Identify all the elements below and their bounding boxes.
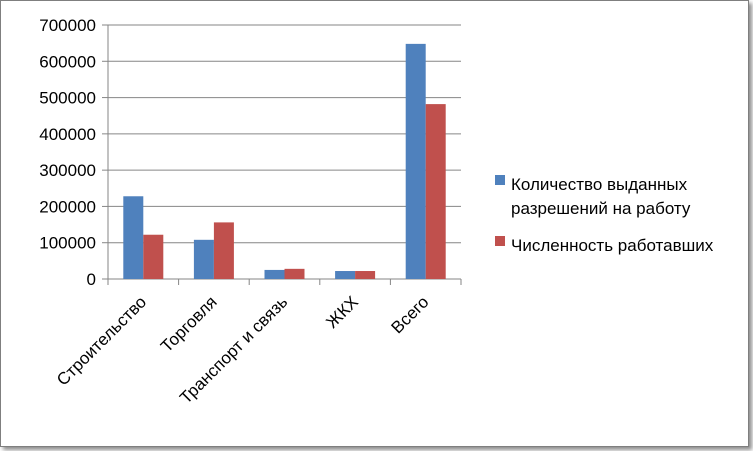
y-tick-label: 200000	[39, 197, 96, 216]
legend: Количество выданных разрешений на работу Ч…	[495, 175, 714, 255]
y-tick-label: 0	[87, 270, 96, 289]
bar-permits-1	[193, 239, 214, 279]
legend-label: разрешений на работу	[511, 199, 691, 218]
y-tick-label: 700000	[39, 16, 96, 35]
bar-workers-4	[425, 104, 446, 279]
bar-workers-1	[213, 222, 234, 279]
legend-label: Численность работавших	[511, 236, 714, 255]
y-tick-label: 400000	[39, 125, 96, 144]
gridlines	[108, 24, 461, 244]
x-category-label: Строительство	[53, 292, 150, 389]
bar-permits-3	[335, 271, 356, 279]
bar-permits-2	[264, 269, 285, 279]
x-category-label: Торговля	[157, 292, 221, 356]
bar-permits-4	[405, 43, 426, 279]
y-tick-label: 100000	[39, 234, 96, 253]
y-tick-label: 300000	[39, 161, 96, 180]
legend-swatch	[495, 236, 505, 246]
x-category-label: Всего	[388, 292, 433, 337]
bars	[123, 43, 446, 279]
bar-workers-2	[284, 268, 305, 279]
bar-workers-3	[355, 271, 376, 279]
y-tick-label: 600000	[39, 52, 96, 71]
y-tick-labels: 0 100000 200000 300000 400000 500000 600000 700…	[39, 16, 96, 289]
y-tick-label: 500000	[39, 89, 96, 108]
bar-chart: 0 100000 200000 300000 400000 500000 600000 700…	[39, 16, 714, 408]
legend-swatch	[495, 175, 505, 185]
bar-workers-0	[143, 234, 164, 279]
x-category-label: ЖКХ	[322, 292, 362, 332]
legend-label: Количество выданных	[511, 175, 688, 194]
bar-permits-0	[123, 196, 144, 279]
